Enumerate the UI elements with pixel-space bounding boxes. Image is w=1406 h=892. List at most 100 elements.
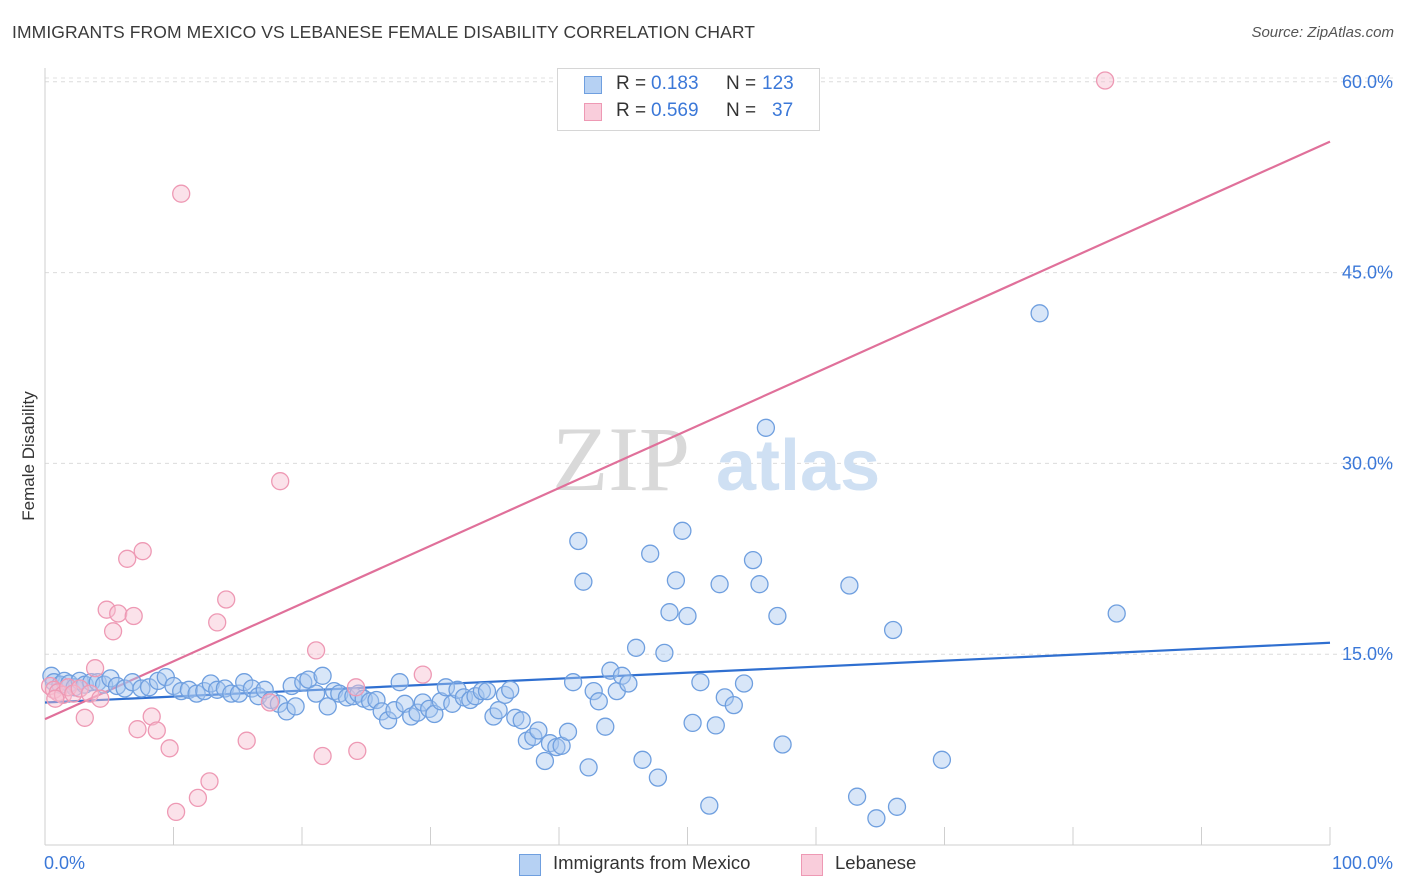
r-value-mexico: 0.183 <box>651 73 699 94</box>
y-tick-label: 15.0% <box>1342 644 1393 664</box>
lebanese-point <box>413 665 432 684</box>
lebanese-point <box>91 689 110 708</box>
mexico-point <box>655 643 674 663</box>
mexico-point <box>691 673 710 692</box>
legend-lebanese-label: Lebanese <box>835 852 917 873</box>
mexico-point <box>867 809 886 828</box>
mexico-point <box>773 735 792 754</box>
mexico-point <box>139 678 159 697</box>
lebanese-point <box>260 693 280 712</box>
mexico-point <box>294 673 313 692</box>
x-tick-label: 100.0% <box>1332 853 1393 873</box>
lebanese-point <box>217 590 236 609</box>
mexico-point <box>768 606 787 626</box>
lebanese-point <box>46 689 65 708</box>
r-value-lebanese: 0.569 <box>651 100 699 121</box>
n-label: N = <box>726 73 757 94</box>
data-points <box>40 71 1126 828</box>
lebanese-point <box>188 788 208 808</box>
lebanese-point <box>133 542 152 561</box>
mexico-point <box>673 521 692 540</box>
lebanese-point <box>70 679 89 698</box>
mexico-point <box>589 692 608 711</box>
chart-title: IMMIGRANTS FROM MEXICO VS LEBANESE FEMAL… <box>12 22 756 42</box>
mexico-point <box>596 717 615 736</box>
n-value-mexico: 123 <box>762 73 794 94</box>
y-tick-label: 30.0% <box>1342 453 1393 473</box>
mexico-point <box>750 575 769 594</box>
mexico-point <box>282 676 301 696</box>
mexico-point <box>579 758 598 777</box>
n-value-lebanese: 37 <box>772 100 794 121</box>
mexico-point <box>700 796 719 815</box>
mexico-point <box>477 681 497 701</box>
mexico-point <box>385 701 404 720</box>
trend-lines <box>44 140 1331 721</box>
mexico-point <box>641 544 660 563</box>
mexico-point <box>648 768 668 787</box>
lebanese-point <box>80 684 100 703</box>
mexico-point <box>660 603 679 622</box>
legend-mexico-label: Immigrants from Mexico <box>553 852 751 873</box>
mexico-point <box>299 670 318 689</box>
r-label: R = <box>616 100 647 121</box>
lebanese-point <box>142 707 161 726</box>
mexico-point <box>101 669 120 688</box>
mexico-point <box>847 787 867 806</box>
mexico-point <box>443 694 462 713</box>
lebanese-point <box>172 184 191 203</box>
lebanese-point <box>109 604 128 623</box>
mexico-point <box>569 531 588 551</box>
lebanese-point <box>118 549 137 568</box>
mexico-point <box>743 550 763 570</box>
mexico-point <box>123 673 142 692</box>
x-tick-label: 0.0% <box>44 853 85 873</box>
mexico-point <box>706 716 725 735</box>
mexico-point <box>584 681 603 701</box>
lebanese-point <box>166 802 186 822</box>
mexico-point <box>132 679 151 698</box>
r-label: R = <box>616 73 647 94</box>
lebanese-point <box>160 739 179 758</box>
mexico-point <box>883 620 903 640</box>
lebanese-point <box>346 678 366 697</box>
n-label: N = <box>726 100 757 121</box>
lebanese-point <box>306 641 326 660</box>
legend-lebanese-swatch <box>801 854 823 876</box>
lebanese-point <box>85 659 105 678</box>
mexico-point <box>601 661 620 680</box>
y-axis-label: Female Disability <box>19 391 38 521</box>
gridlines <box>45 77 1395 655</box>
mexico-point <box>313 666 332 685</box>
watermark-atlas: atlas <box>716 426 880 506</box>
lebanese-point <box>147 721 166 740</box>
mexico-point <box>529 721 548 740</box>
mexico-point <box>840 576 859 595</box>
lebanese-point <box>208 613 227 632</box>
y-tick-label: 60.0% <box>1342 72 1393 92</box>
mexico-point <box>724 695 743 715</box>
mexico-point <box>390 673 409 692</box>
mexico-point <box>489 701 508 720</box>
lebanese-point <box>200 772 219 791</box>
watermark: ZIP atlas <box>552 408 880 510</box>
lebanese-point <box>313 746 332 766</box>
mexico-point <box>683 713 702 733</box>
mexico-point <box>887 797 907 816</box>
lebanese-point <box>271 472 290 491</box>
stats-row-mexico: R = 0.183 N = 123 <box>558 73 819 99</box>
mexico-point <box>277 702 296 721</box>
lebanese-point <box>1095 71 1115 90</box>
mexico-point <box>306 684 326 703</box>
mexico-point <box>472 681 492 701</box>
lebanese-point <box>75 708 94 727</box>
mexico-point <box>512 711 531 730</box>
mexico-point <box>208 680 227 699</box>
mexico-point <box>932 750 952 769</box>
legend-mexico-swatch <box>519 854 541 876</box>
lebanese-trend-line <box>44 140 1331 721</box>
mexico-point <box>360 692 380 711</box>
tick-labels: 15.0% 30.0% 45.0% 60.0% 0.0% 100.0% <box>44 72 1393 873</box>
lebanese-point <box>128 720 147 739</box>
